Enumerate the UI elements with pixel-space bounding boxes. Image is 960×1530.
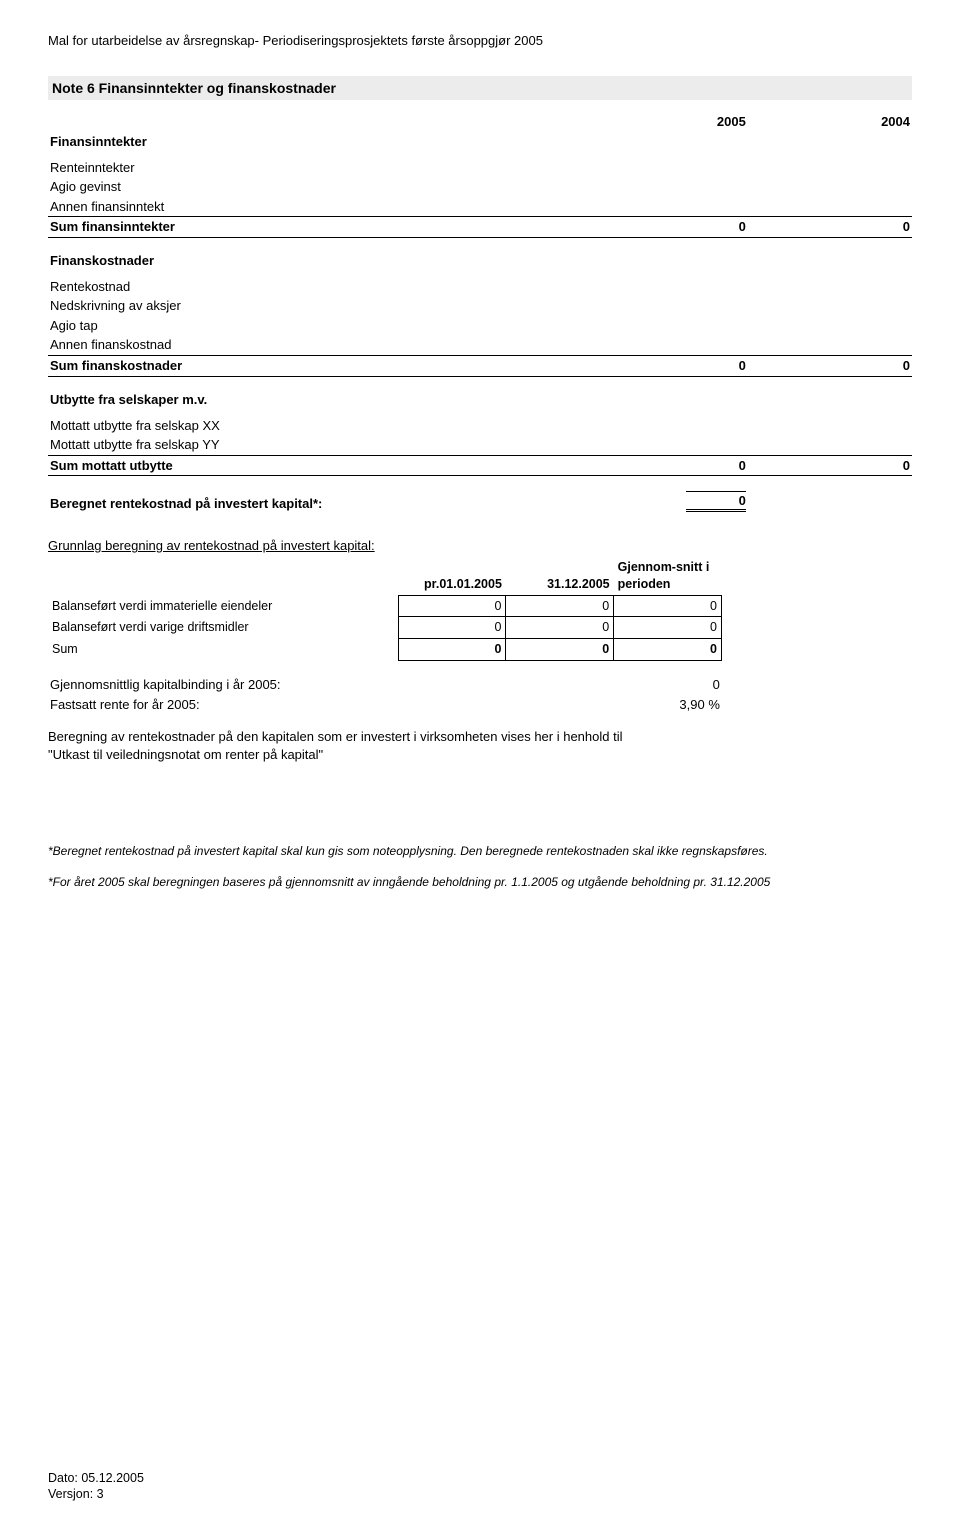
row-nedskrivning: Nedskrivning av aksjer	[48, 296, 584, 316]
cell-var-3: 0	[614, 617, 722, 639]
doc-title: Mal for utarbeidelse av årsregnskap- Per…	[48, 32, 912, 50]
cell-sum-3: 0	[614, 639, 722, 661]
body-paragraph-1a: Beregning av rentekostnader på den kapit…	[48, 728, 912, 746]
heading-finansinntekter: Finansinntekter	[48, 132, 584, 152]
footnote-1: *Beregnet rentekostnad på investert kapi…	[48, 843, 912, 859]
beregnet-value: 0	[686, 491, 746, 513]
sum-finanskostnader-v1: 0	[584, 355, 748, 376]
row-sum-label: Sum	[48, 639, 398, 661]
footer-version: Versjon: 3	[48, 1486, 144, 1502]
year-2004: 2004	[748, 112, 912, 132]
col-gjennomsnitt: Gjennom-snitt i perioden	[614, 557, 722, 595]
sum-finansinntekter-v2: 0	[748, 217, 912, 238]
cell-var-2: 0	[506, 617, 614, 639]
beregnet-label: Beregnet rentekostnad på investert kapit…	[48, 490, 584, 514]
heading-utbytte: Utbytte fra selskaper m.v.	[48, 390, 584, 410]
footnote-2: *For året 2005 skal beregningen baseres …	[48, 874, 912, 890]
footer-date: Dato: 05.12.2005	[48, 1470, 144, 1486]
row-immaterielle: Balanseført verdi immaterielle eiendeler	[48, 595, 398, 617]
sum-utbytte-v1: 0	[584, 455, 748, 476]
kapitalbinding-value: 0	[520, 675, 722, 695]
body-paragraph-1b: "Utkast til veiledningsnotat om renter p…	[48, 746, 912, 764]
fastsatt-rente-value: 3,90 %	[520, 695, 722, 715]
section-title: Note 6 Finansinntekter og finanskostnade…	[48, 76, 912, 101]
cell-imm-2: 0	[506, 595, 614, 617]
row-agio-tap: Agio tap	[48, 316, 584, 336]
row-rentekostnad: Rentekostnad	[48, 277, 584, 297]
row-agio-gevinst: Agio gevinst	[48, 177, 584, 197]
row-utbytte-yy: Mottatt utbytte fra selskap YY	[48, 435, 584, 455]
sum-finansinntekter-label: Sum finansinntekter	[48, 217, 584, 238]
cell-imm-1: 0	[398, 595, 506, 617]
row-annen-finansinntekt: Annen finansinntekt	[48, 197, 584, 217]
sum-finanskostnader-label: Sum finanskostnader	[48, 355, 584, 376]
cell-var-1: 0	[398, 617, 506, 639]
cell-imm-3: 0	[614, 595, 722, 617]
fastsatt-rente-label: Fastsatt rente for år 2005:	[48, 695, 520, 715]
cell-sum-2: 0	[506, 639, 614, 661]
year-2005: 2005	[584, 112, 748, 132]
row-utbytte-xx: Mottatt utbytte fra selskap XX	[48, 416, 584, 436]
col-pr0101: pr.01.01.2005	[398, 557, 506, 595]
page-footer: Dato: 05.12.2005 Versjon: 3	[48, 1470, 144, 1503]
sum-finanskostnader-v2: 0	[748, 355, 912, 376]
sum-finansinntekter-v1: 0	[584, 217, 748, 238]
kapital-table: Gjennomsnittlig kapitalbinding i år 2005…	[48, 675, 722, 714]
heading-finanskostnader: Finanskostnader	[48, 251, 584, 271]
kapitalbinding-label: Gjennomsnittlig kapitalbinding i år 2005…	[48, 675, 520, 695]
grunnlag-heading: Grunnlag beregning av rentekostnad på in…	[48, 537, 912, 555]
grunnlag-table: pr.01.01.2005 31.12.2005 Gjennom-snitt i…	[48, 557, 722, 661]
cell-sum-1: 0	[398, 639, 506, 661]
sum-utbytte-label: Sum mottatt utbytte	[48, 455, 584, 476]
sum-utbytte-v2: 0	[748, 455, 912, 476]
row-varige: Balanseført verdi varige driftsmidler	[48, 617, 398, 639]
row-renteinntekter: Renteinntekter	[48, 158, 584, 178]
finance-table: 2005 2004 Finansinntekter Renteinntekter…	[48, 112, 912, 513]
row-annen-finanskostnad: Annen finanskostnad	[48, 335, 584, 355]
col-3112: 31.12.2005	[506, 557, 614, 595]
